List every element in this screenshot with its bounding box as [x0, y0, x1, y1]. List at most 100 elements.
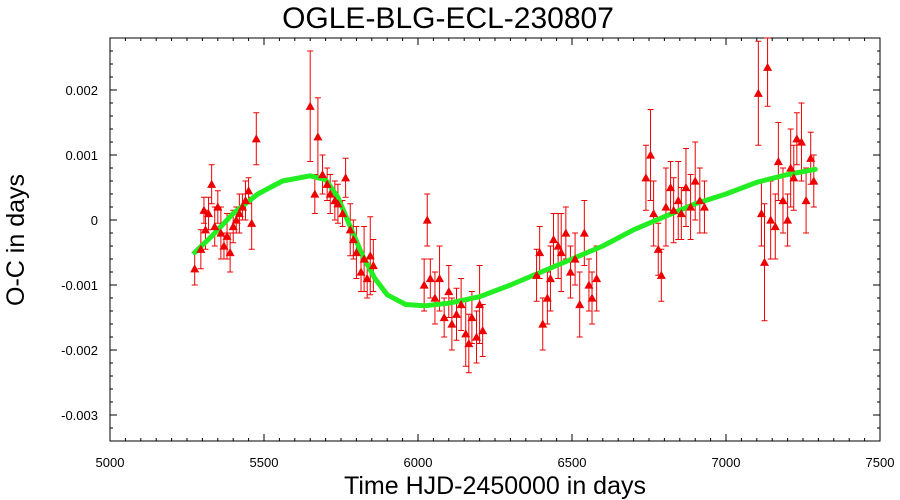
data-points — [190, 62, 819, 348]
data-point — [792, 134, 802, 143]
data-point — [452, 309, 461, 318]
data-point — [207, 179, 217, 188]
data-point — [322, 179, 332, 188]
data-point — [770, 222, 780, 231]
data-point — [592, 274, 602, 283]
y-tick-label: -0.002 — [61, 343, 98, 358]
data-point — [778, 196, 788, 205]
y-tick-label: 0.001 — [65, 148, 98, 163]
data-point — [456, 300, 466, 309]
data-point — [783, 215, 793, 224]
data-point — [542, 293, 552, 302]
data-point — [666, 183, 676, 192]
y-tick-label: -0.001 — [61, 278, 98, 293]
data-point — [461, 329, 471, 338]
data-point — [200, 225, 210, 234]
data-point — [338, 209, 348, 218]
data-point — [587, 293, 597, 302]
data-point — [325, 189, 335, 198]
data-point — [359, 254, 369, 263]
data-point — [425, 274, 435, 283]
data-point — [231, 215, 241, 224]
data-point — [333, 199, 343, 208]
x-tick-label: 5000 — [96, 455, 125, 470]
x-tick-label: 6000 — [404, 455, 433, 470]
data-point — [649, 209, 659, 218]
x-tick-label: 5500 — [250, 455, 279, 470]
data-point — [575, 300, 585, 309]
data-point — [801, 196, 811, 205]
data-point — [204, 209, 214, 218]
data-point — [766, 215, 776, 224]
x-tick-label: 7500 — [866, 455, 895, 470]
data-point — [472, 332, 482, 341]
data-point — [549, 235, 559, 244]
data-point — [681, 183, 691, 192]
y-axis-ticks: 0.002 0.001 0 -0.001 -0.002 -0.003 — [61, 83, 880, 423]
data-point — [796, 137, 806, 146]
data-point — [318, 170, 328, 179]
data-point — [422, 215, 432, 224]
data-point — [341, 173, 351, 182]
data-point — [439, 313, 449, 322]
data-point — [365, 251, 375, 260]
data-point — [690, 176, 700, 185]
data-point — [244, 186, 254, 195]
data-point — [786, 163, 796, 172]
data-point — [464, 339, 474, 348]
y-tick-label: -0.003 — [61, 408, 98, 423]
data-point — [753, 88, 763, 97]
data-point — [646, 150, 656, 159]
data-point — [641, 173, 651, 182]
data-point — [661, 202, 671, 211]
data-point — [305, 101, 315, 110]
data-point — [538, 319, 548, 328]
data-point — [699, 202, 709, 211]
data-point — [251, 134, 261, 143]
data-point — [447, 319, 457, 328]
data-point — [467, 313, 477, 322]
y-tick-label: 0.002 — [65, 83, 98, 98]
minor-ticks — [109, 37, 881, 442]
data-point — [430, 293, 440, 302]
data-point — [789, 173, 799, 182]
data-point — [348, 235, 358, 244]
data-point — [310, 189, 320, 198]
data-point — [570, 254, 580, 263]
data-point — [222, 231, 232, 240]
data-point — [695, 196, 705, 205]
data-point — [535, 248, 545, 257]
data-point — [478, 326, 488, 335]
data-point — [806, 153, 816, 162]
data-point — [219, 241, 229, 250]
data-point — [760, 257, 769, 266]
data-point — [809, 176, 819, 185]
chart-title: OGLE-BLG-ECL-230807 — [282, 2, 614, 35]
data-point — [234, 209, 244, 218]
data-point — [237, 202, 247, 211]
data-point — [362, 274, 372, 283]
x-tick-label: 7000 — [712, 455, 741, 470]
data-point — [435, 274, 445, 283]
data-point — [475, 300, 485, 309]
data-point — [444, 287, 454, 296]
data-point — [565, 267, 575, 276]
data-point — [532, 270, 542, 279]
data-point — [561, 228, 571, 237]
fit-curve — [192, 166, 818, 309]
data-point — [368, 261, 378, 270]
data-point — [419, 280, 429, 289]
y-axis-label: O-C in days — [2, 174, 30, 306]
y-tick-label: 0 — [91, 213, 98, 228]
data-point — [210, 222, 220, 231]
data-point — [190, 264, 200, 273]
data-point — [213, 202, 223, 211]
data-point — [656, 270, 666, 279]
data-point — [216, 228, 226, 237]
data-point — [553, 241, 563, 250]
data-point — [763, 62, 773, 71]
data-point — [225, 248, 235, 257]
data-point — [676, 209, 686, 218]
data-point — [345, 225, 355, 234]
